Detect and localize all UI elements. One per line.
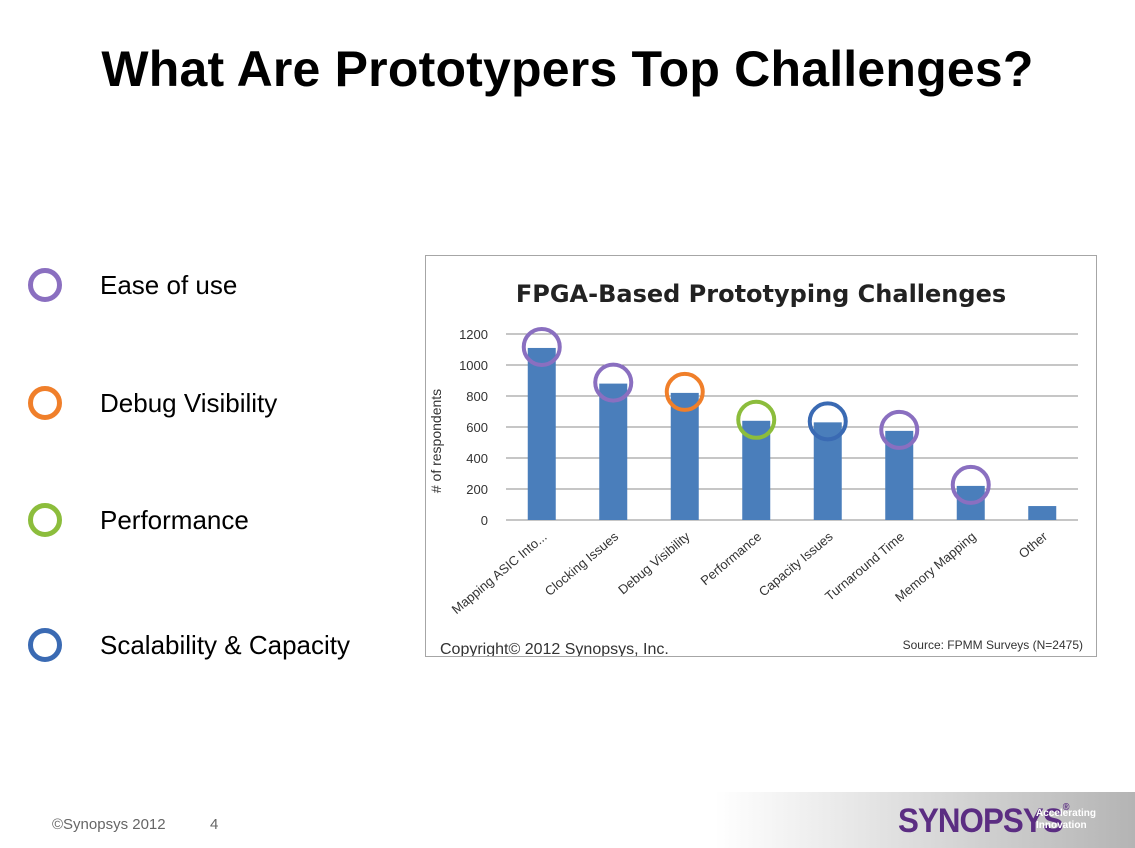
bar	[527, 347, 556, 520]
legend-ring-green	[28, 503, 62, 537]
legend-label: Performance	[100, 504, 249, 535]
legend-item-scalability-capacity: Scalability & Capacity	[28, 623, 350, 667]
y-tick-label: 1000	[459, 358, 488, 373]
tagline-line-1: Accelerating	[1036, 808, 1097, 819]
x-tick-label: Capacity Issues	[756, 528, 836, 599]
x-tick-label: Performance	[698, 529, 765, 588]
y-tick-label: 1200	[459, 327, 488, 342]
legend-ring-blue	[28, 628, 62, 662]
legend-label: Ease of use	[100, 269, 238, 300]
highlight-circle	[807, 401, 848, 442]
bar	[1028, 506, 1057, 520]
bar-chart: FPGA-Based Prototyping Challenges 0 200 400…	[428, 280, 1083, 656]
x-tick-label: Mapping ASIC Into...	[449, 529, 550, 617]
synopsys-logo: SYNOPSYS®	[898, 802, 1070, 841]
y-tick-label: 200	[466, 482, 488, 497]
chart-source: Source: FPMM Surveys (N=2475)	[903, 638, 1083, 652]
tagline: Accelerating Innovation	[1036, 808, 1132, 832]
x-tick-label: Other	[1016, 528, 1051, 561]
chart-copyright: Copyright© 2012 Synopsys, Inc.	[440, 641, 669, 656]
highlight-circle	[879, 409, 920, 450]
legend-ring-orange	[28, 386, 62, 420]
highlight-circle	[664, 371, 705, 412]
chart-frame: FPGA-Based Prototyping Challenges 0 200 400…	[425, 255, 1097, 657]
logo-registered-mark: ®	[1062, 802, 1070, 813]
y-tick-label: 800	[466, 389, 488, 404]
bar	[599, 383, 628, 520]
footer-copyright: ©Synopsys 2012	[52, 816, 166, 833]
tagline-line-2: Innovation	[1036, 820, 1087, 831]
y-axis-label: # of respondents	[428, 389, 444, 493]
highlight-circle	[593, 362, 634, 403]
legend-ring-purple	[28, 268, 62, 302]
slide-title: What Are Prototypers Top Challenges?	[101, 41, 1034, 97]
y-tick-label: 600	[466, 420, 488, 435]
highlight-circle	[950, 464, 991, 505]
chart-title: FPGA-Based Prototyping Challenges	[516, 280, 1006, 308]
x-tick-label: Clocking Issues	[542, 528, 622, 598]
y-tick-label: 400	[466, 451, 488, 466]
legend-item-debug-visibility: Debug Visibility	[28, 381, 277, 425]
legend-label: Scalability & Capacity	[100, 629, 350, 660]
x-tick-label: Debug Visibility	[615, 528, 693, 597]
logo-text: SYNOPSYS	[898, 802, 1064, 840]
y-tick-label: 0	[481, 513, 488, 528]
legend-label: Debug Visibility	[100, 387, 278, 418]
page-number: 4	[210, 816, 219, 833]
legend-item-ease-of-use: Ease of use	[28, 263, 237, 307]
highlight-circle	[521, 326, 562, 367]
highlight-circle	[736, 399, 777, 440]
footer-band	[715, 792, 1135, 848]
bar	[670, 392, 699, 520]
legend-item-performance: Performance	[28, 498, 249, 542]
